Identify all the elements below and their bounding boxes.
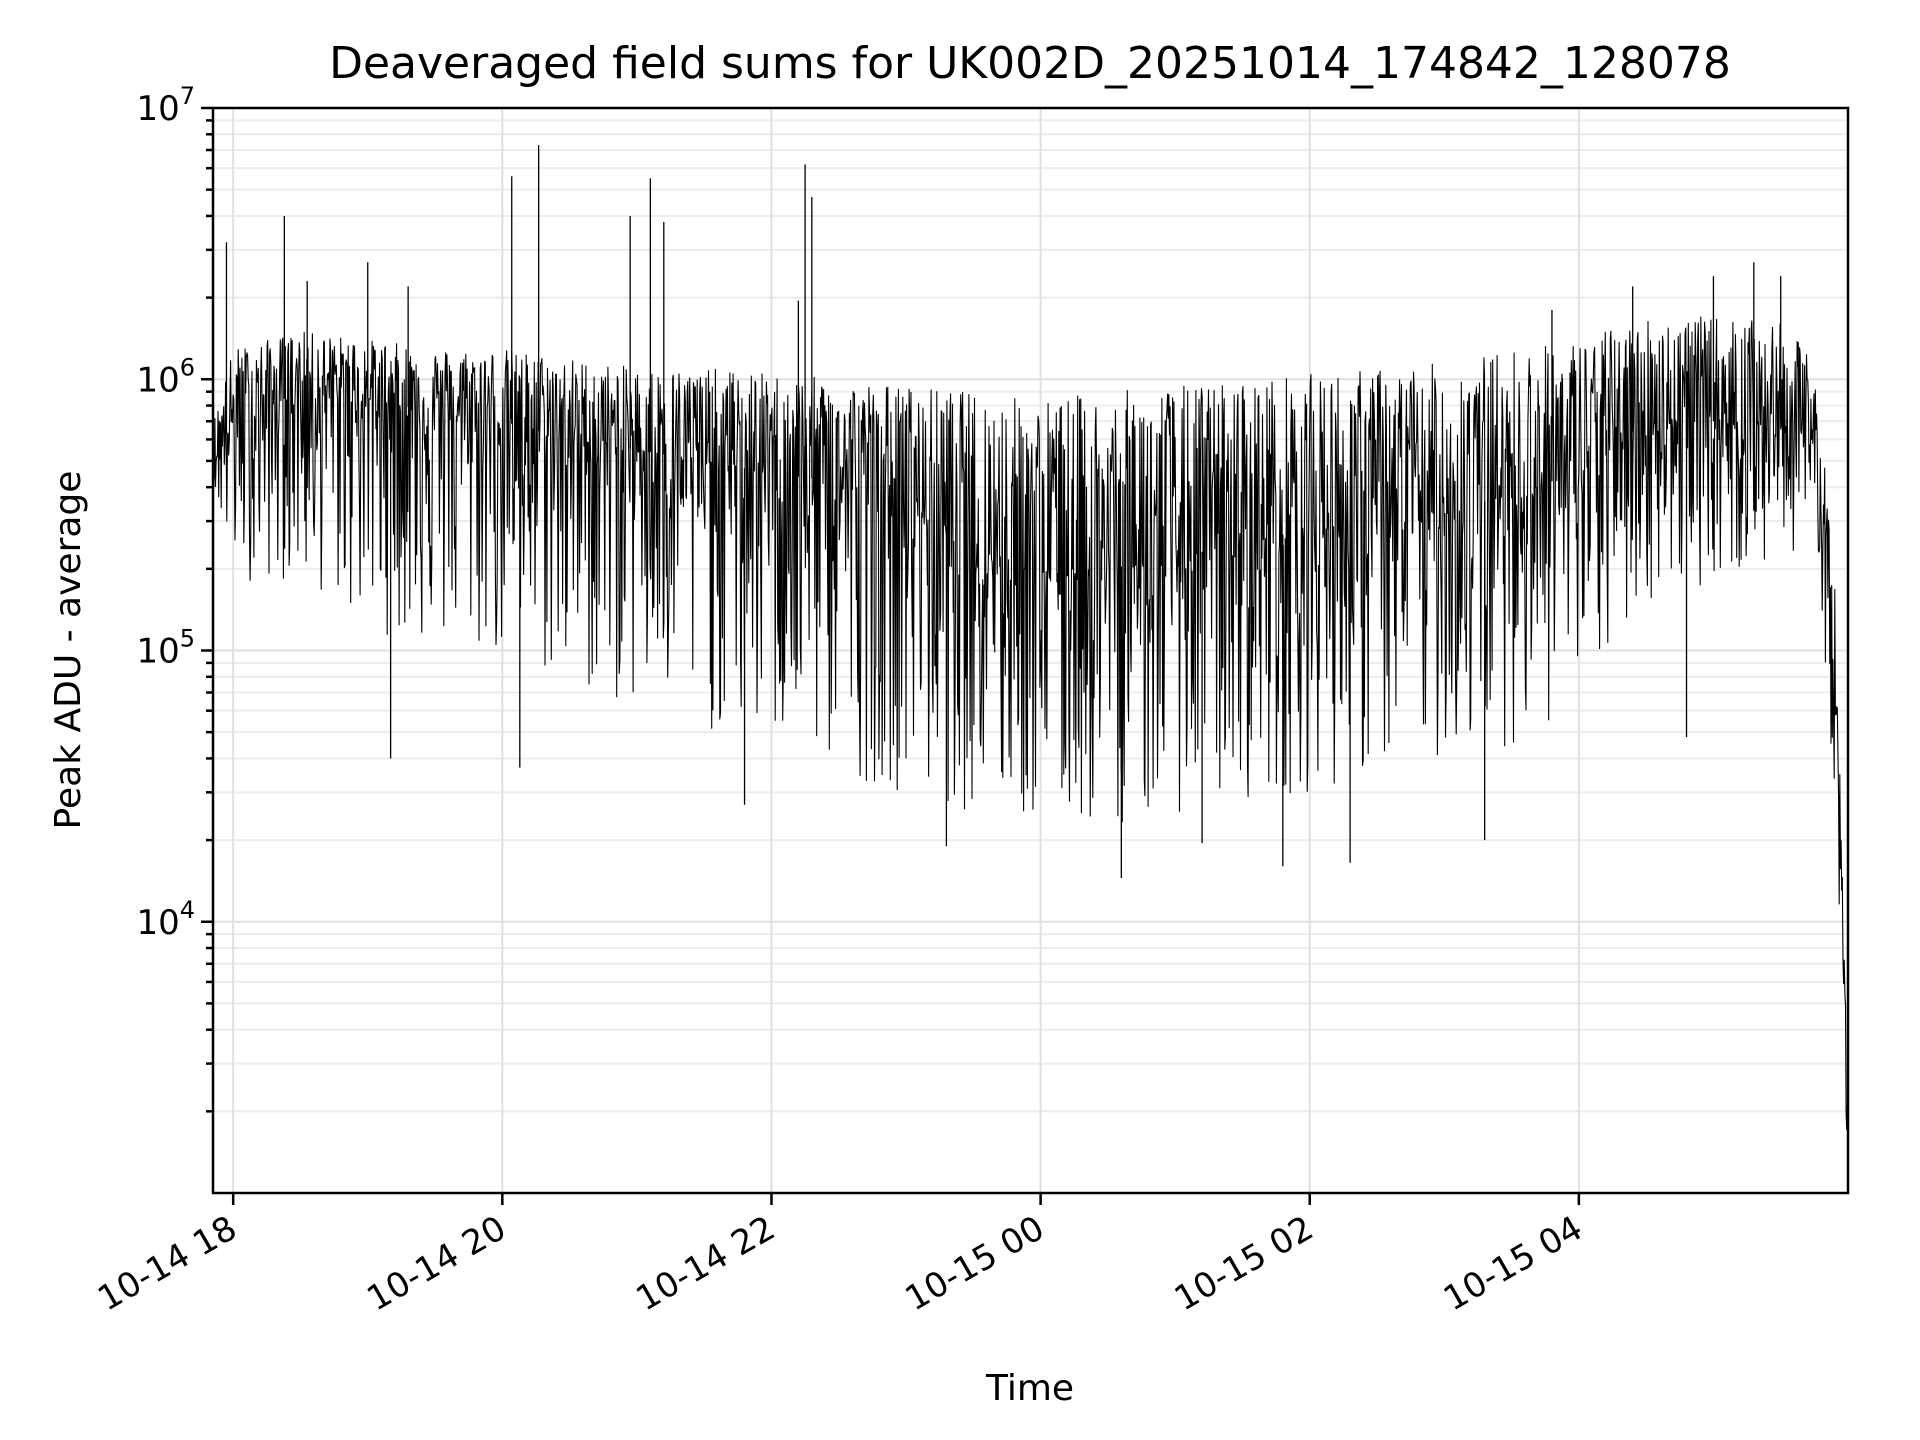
y-tick-base: 10 bbox=[136, 89, 179, 129]
x-tick-label: 10-14 20 bbox=[360, 1208, 512, 1319]
y-axis-label: Peak ADU - average bbox=[48, 471, 89, 830]
y-tick-exponent: 4 bbox=[180, 896, 195, 924]
y-tick-label: 105 bbox=[136, 625, 195, 672]
y-tick-label: 104 bbox=[136, 896, 195, 943]
y-tick-base: 10 bbox=[136, 360, 179, 400]
chart-title: Deaveraged field sums for UK002D_2025101… bbox=[329, 38, 1731, 89]
x-tick-label: 10-15 00 bbox=[899, 1208, 1051, 1319]
x-tick-label: 10-15 04 bbox=[1437, 1208, 1589, 1319]
series-spikes bbox=[225, 145, 1782, 878]
x-axis-ticks: 10-14 18 10-14 20 10-14 22 10-15 00 10-15 02… bbox=[91, 1193, 1589, 1319]
y-tick-exponent: 6 bbox=[180, 353, 195, 381]
y-tick-exponent: 5 bbox=[180, 625, 195, 653]
y-tick-base: 10 bbox=[136, 632, 179, 672]
y-tick-label: 106 bbox=[136, 353, 195, 400]
x-tick-label: 10-15 02 bbox=[1168, 1208, 1320, 1319]
series-line bbox=[212, 316, 1849, 1160]
y-tick-base: 10 bbox=[136, 903, 179, 943]
x-axis-label: Time bbox=[985, 1368, 1074, 1409]
x-tick-label: 10-14 18 bbox=[91, 1208, 243, 1319]
y-tick-label: 107 bbox=[136, 82, 195, 129]
x-tick-label: 10-14 22 bbox=[630, 1208, 782, 1319]
y-tick-exponent: 7 bbox=[180, 82, 195, 110]
